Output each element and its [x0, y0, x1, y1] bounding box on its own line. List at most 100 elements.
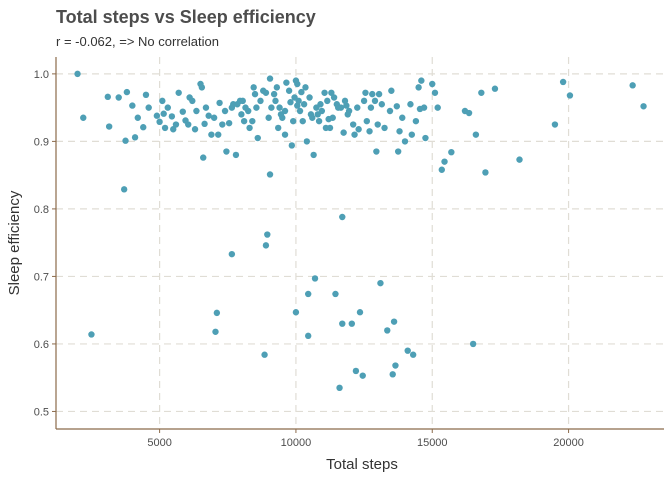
- data-point: [329, 114, 336, 121]
- data-point: [404, 347, 411, 354]
- data-point: [266, 75, 274, 82]
- y-tick-label: 0.9: [34, 136, 49, 148]
- data-point: [438, 166, 445, 173]
- y-tick-label: 0.5: [34, 406, 49, 418]
- data-point: [134, 114, 141, 121]
- data-point: [420, 104, 428, 111]
- data-point: [254, 134, 261, 142]
- data-point: [275, 124, 282, 132]
- data-point: [302, 84, 309, 91]
- data-point: [245, 107, 252, 115]
- data-point: [164, 104, 171, 111]
- data-point: [123, 88, 131, 96]
- data-point: [559, 78, 567, 86]
- data-point: [566, 92, 574, 99]
- data-point: [213, 309, 221, 317]
- chart-subtitle: r = -0.062, => No correlation: [56, 34, 219, 49]
- data-point: [629, 82, 636, 89]
- x-tick-label: 20000: [553, 437, 584, 449]
- data-point: [189, 97, 196, 105]
- data-point: [198, 84, 206, 91]
- data-point: [270, 90, 278, 98]
- data-point: [265, 114, 272, 121]
- data-point: [348, 320, 356, 327]
- data-point: [221, 107, 229, 115]
- data-point: [219, 121, 226, 128]
- data-point: [354, 104, 361, 111]
- data-point: [153, 112, 161, 119]
- data-point: [394, 148, 402, 155]
- data-point: [115, 94, 122, 101]
- data-point: [366, 128, 373, 135]
- grid: [56, 57, 664, 429]
- data-point: [381, 124, 388, 132]
- data-point: [345, 107, 353, 115]
- data-point: [343, 102, 350, 109]
- data-point: [215, 131, 222, 138]
- data-point: [393, 103, 401, 110]
- data-point: [208, 131, 215, 138]
- data-point: [296, 107, 304, 115]
- data-point: [249, 117, 256, 125]
- data-point: [412, 117, 420, 125]
- data-point: [441, 158, 448, 165]
- y-tick-label: 0.6: [34, 339, 49, 351]
- data-point: [191, 126, 199, 133]
- data-point: [332, 290, 339, 298]
- data-point: [140, 124, 147, 131]
- data-point: [281, 107, 289, 115]
- data-point: [396, 128, 403, 135]
- data-point: [253, 104, 260, 111]
- data-point: [388, 87, 395, 94]
- data-point: [491, 85, 499, 92]
- data-point: [330, 94, 338, 101]
- data-point: [272, 97, 279, 105]
- data-point: [120, 186, 128, 193]
- data-point: [159, 97, 166, 105]
- data-point: [175, 89, 182, 96]
- tick-labels: 5000 10000 15000 20000 0.5 0.6 0.7 0.8 0.9 1.0: [34, 69, 584, 449]
- data-point: [228, 250, 236, 258]
- data-point: [355, 126, 362, 133]
- data-point: [375, 90, 383, 98]
- y-axis-title: Sleep efficiency: [6, 190, 23, 295]
- data-point: [251, 90, 259, 98]
- data-point: [434, 104, 441, 111]
- data-point: [373, 148, 380, 155]
- data-point: [317, 101, 324, 108]
- data-point: [246, 124, 253, 132]
- y-tick-label: 0.7: [34, 271, 49, 283]
- data-point: [351, 131, 358, 138]
- data-point: [161, 124, 169, 132]
- data-point: [352, 367, 360, 375]
- data-point: [407, 101, 414, 108]
- data-point: [283, 79, 290, 86]
- data-point: [261, 351, 268, 358]
- data-point: [336, 384, 343, 392]
- data-point: [415, 84, 422, 91]
- data-point: [172, 121, 180, 128]
- data-point: [309, 114, 316, 121]
- data-point: [232, 151, 240, 159]
- data-point: [285, 87, 293, 94]
- data-point: [321, 89, 328, 96]
- data-point: [240, 117, 248, 125]
- data-point: [306, 94, 313, 101]
- data-point: [303, 138, 311, 145]
- data-point: [392, 362, 399, 369]
- data-point: [122, 137, 129, 144]
- x-axis-title: Total steps: [326, 456, 398, 473]
- data-point: [339, 213, 346, 221]
- data-point: [300, 101, 308, 108]
- data-point: [88, 331, 95, 338]
- data-point: [311, 275, 319, 282]
- data-point: [145, 104, 152, 111]
- data-point: [239, 97, 246, 105]
- data-point: [131, 134, 139, 141]
- data-point: [279, 114, 286, 121]
- data-point: [356, 309, 364, 316]
- data-point: [337, 104, 345, 111]
- data-point: [290, 117, 297, 125]
- data-point: [299, 117, 306, 125]
- data-point: [310, 151, 317, 159]
